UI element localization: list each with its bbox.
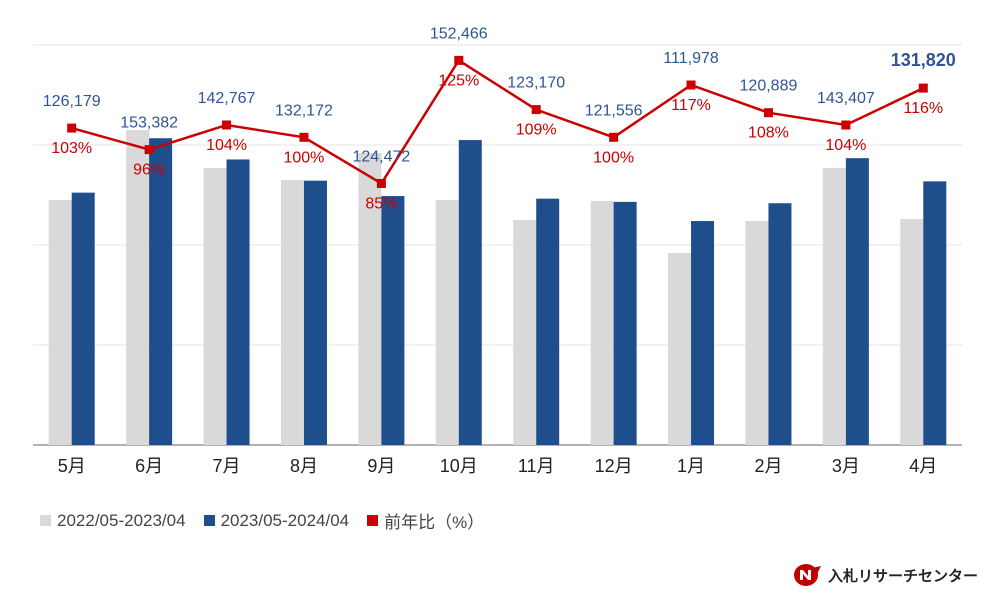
chart-legend: 2022/05-2023/04 2023/05-2024/04 前年比（%） <box>40 508 502 533</box>
bar-prev-year <box>745 221 769 445</box>
ratio-label: 100% <box>283 149 324 166</box>
ratio-point <box>531 105 541 115</box>
bar-current-year <box>71 192 95 445</box>
brand-mark-icon <box>793 564 821 586</box>
x-tick-label: 9月 <box>367 456 395 476</box>
x-tick-label: 8月 <box>290 456 318 476</box>
bar-prev-year <box>900 219 924 445</box>
ratio-label: 104% <box>206 137 247 154</box>
x-tick-label: 5月 <box>58 456 86 476</box>
bar-current-year <box>458 140 482 445</box>
bar-current-year <box>536 198 560 445</box>
bar-prev-year <box>822 168 846 445</box>
value-label: 142,767 <box>198 90 256 107</box>
x-tick-label: 12月 <box>595 456 633 476</box>
value-label: 153,382 <box>120 115 178 132</box>
bar-prev-year <box>590 201 614 445</box>
bar-prev-year <box>48 200 72 445</box>
ratio-label: 109% <box>516 122 557 139</box>
bar-current-year <box>226 159 250 445</box>
value-label: 123,170 <box>507 75 565 92</box>
bar-current-year <box>691 221 715 445</box>
bar-current-year <box>613 201 637 445</box>
legend-item-prev-year: 2022/05-2023/04 <box>40 511 186 531</box>
x-tick-label: 10月 <box>440 456 478 476</box>
bar-prev-year <box>513 220 537 445</box>
ratio-point <box>454 55 464 65</box>
legend-label-ratio: 前年比（%） <box>384 513 485 532</box>
bar-current-year <box>768 203 792 445</box>
value-label: 131,820 <box>891 50 956 70</box>
legend-label-current-year: 2023/05-2024/04 <box>220 510 350 530</box>
value-label: 143,407 <box>817 90 875 107</box>
bar-prev-year <box>435 200 459 445</box>
ratio-point <box>918 83 928 93</box>
brand-name: 入札リサーチセンター <box>827 567 978 585</box>
ratio-label: 100% <box>593 149 634 166</box>
bar-prev-year <box>668 253 692 445</box>
value-label: 152,466 <box>430 25 488 42</box>
ratio-label: 116% <box>903 100 943 117</box>
ratio-point <box>841 120 851 130</box>
legend-swatch-ratio <box>367 515 379 526</box>
bar-current-year <box>149 138 173 445</box>
ratio-label: 125% <box>438 72 479 89</box>
ratio-point <box>609 132 619 142</box>
ratio-point <box>222 120 232 130</box>
ratio-label: 117% <box>671 97 711 114</box>
bar-current-year <box>923 181 947 446</box>
x-tick-label: 11月 <box>518 456 555 476</box>
x-tick-label: 6月 <box>135 456 163 476</box>
bar-prev-year <box>280 180 304 445</box>
value-label: 124,472 <box>352 148 410 165</box>
value-label: 111,978 <box>663 50 719 67</box>
ratio-label: 96% <box>133 162 165 179</box>
x-tick-label: 7月 <box>213 456 241 476</box>
bar-prev-year <box>126 130 150 445</box>
brand-logo: 入札リサーチセンター <box>793 563 978 587</box>
ratio-label: 108% <box>748 125 789 142</box>
ratio-point <box>144 145 154 155</box>
value-label: 132,172 <box>275 102 333 119</box>
ratio-label: 104% <box>825 137 866 154</box>
ratio-point <box>67 123 77 133</box>
ratio-point <box>299 132 309 142</box>
bar-prev-year <box>358 153 382 445</box>
legend-swatch-current-year <box>203 515 215 526</box>
x-tick-label: 1月 <box>677 456 705 476</box>
legend-label-prev-year: 2022/05-2023/04 <box>57 510 186 530</box>
x-tick-label: 2月 <box>754 456 782 476</box>
x-tick-label: 4月 <box>909 456 937 476</box>
value-label: 120,889 <box>740 78 798 95</box>
bar-prev-year <box>203 168 227 445</box>
legend-swatch-prev-year <box>40 515 51 526</box>
legend-item-ratio: 前年比（%） <box>367 508 484 533</box>
ratio-line <box>71 58 924 186</box>
legend-item-current-year: 2023/05-2024/04 <box>203 510 350 531</box>
bar-current-year <box>845 158 869 445</box>
value-label: 121,556 <box>585 102 643 119</box>
ratio-label: 103% <box>51 140 92 157</box>
ratio-point <box>686 80 696 90</box>
ratio-label: 85% <box>365 195 397 212</box>
ratio-point <box>376 178 386 188</box>
bar-current-year <box>381 196 405 445</box>
bar-current-year <box>303 180 327 445</box>
value-label: 126,179 <box>43 93 101 110</box>
ratio-point <box>763 108 773 118</box>
x-tick-label: 3月 <box>832 456 860 476</box>
